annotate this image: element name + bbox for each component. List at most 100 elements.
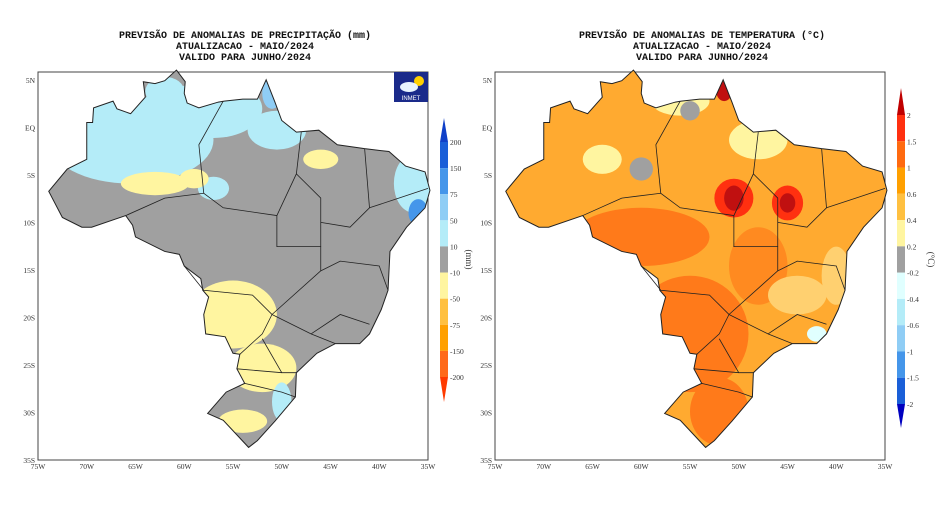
colorbar-band [440,220,448,247]
colorbar-label: -10 [450,269,460,278]
lat-tick-label: 30S [480,409,492,418]
colorbar-label: 75 [450,190,458,199]
colorbar-top-arrow [440,118,448,142]
state-border [777,260,846,291]
colorbar-label: 1 [907,164,911,173]
sun-icon [414,76,424,86]
lon-tick-label: 55W [226,462,242,471]
state-border [261,338,283,373]
state-border [198,100,224,194]
lon-tick-label: 65W [585,462,601,471]
map-title-line: VALIDO PARA JUNHO/2024 [636,52,768,64]
anomaly-area [303,149,339,169]
colorbar-label: -150 [450,347,464,356]
lat-tick-label: EQ [482,124,493,133]
country-border [505,69,888,449]
map-title-line: PREVISÃO DE ANOMALIAS DE TEMPERATURA (°C… [579,28,825,42]
lat-tick-label: 25S [480,361,492,370]
colorbar-band [897,325,905,352]
anomaly-area [779,193,796,213]
map-title-line: PREVISÃO DE ANOMALIAS DE PRECIPITAÇÃO (m… [119,28,371,42]
colorbar-band [897,193,905,221]
lat-tick-label: 5N [483,76,493,85]
lat-tick-label: 10S [23,219,35,228]
anomaly-area [821,246,851,305]
map-panel-temp: PREVISÃO DE ANOMALIAS DE TEMPERATURA (°C… [480,28,936,471]
colorbar-band [897,351,905,378]
anomaly-area [228,343,297,393]
colorbar-bottom-arrow [897,404,905,428]
colorbar-band [440,142,448,169]
colorbar-band [440,272,448,299]
colorbar-band [440,246,448,273]
anomaly-fields [48,76,430,433]
logo-text: INMET [402,96,421,102]
lon-tick-label: 75W [31,462,47,471]
lat-tick-label: 35S [23,456,35,465]
map-panel-precip: PREVISÃO DE ANOMALIAS DE PRECIPITAÇÃO (m… [23,28,474,471]
colorbar-band [440,324,448,351]
anomaly-area [179,169,209,189]
state-border [767,314,827,335]
lat-tick-label: 15S [23,266,35,275]
colorbar-band [897,220,905,247]
lon-tick-label: 50W [274,462,290,471]
anomaly-area [218,409,268,433]
cloud-icon [400,82,418,92]
colorbar-unit: (mm) [464,250,474,270]
anomaly-area [629,157,653,181]
lat-tick-label: 20S [23,314,35,323]
map-title-line: VALIDO PARA JUNHO/2024 [179,52,311,64]
lon-tick-label: 45W [780,462,796,471]
lat-tick-label: 35S [480,456,492,465]
colorbar-label: -0.6 [907,321,919,330]
state-border [183,265,273,355]
colorbar-label: -50 [450,295,460,304]
colorbar-label: 0.4 [907,216,917,225]
colorbar-label: -0.2 [907,269,919,278]
colorbar-label: -1 [907,347,913,356]
lon-tick-label: 35W [878,462,894,471]
map-title-line: ATUALIZACAO - MAIO/2024 [176,41,314,53]
colorbar-label: 50 [450,216,458,225]
colorbar-unit: (°C) [926,252,936,268]
lat-tick-label: 30S [23,409,35,418]
lon-tick-label: 45W [323,462,339,471]
lon-tick-label: 60W [634,462,650,471]
state-border [640,265,730,355]
lon-tick-label: 75W [488,462,504,471]
state-border [296,173,322,247]
colorbar-label: 2 [907,111,911,120]
colorbar-band [897,377,905,404]
lat-tick-label: EQ [25,124,36,133]
state-border [701,382,753,398]
anomaly-area [768,275,827,315]
anomaly-area [120,171,190,196]
state-border [369,188,429,209]
lat-tick-label: 10S [480,219,492,228]
state-border [244,382,296,398]
lon-tick-label: 40W [829,462,845,471]
lon-tick-label: 70W [536,462,552,471]
lat-tick-label: 15S [480,266,492,275]
state-border [310,314,370,335]
state-border [320,148,370,228]
lat-tick-label: 25S [23,361,35,370]
colorbar-band [897,298,905,326]
anomaly-area [807,326,827,342]
lon-tick-label: 40W [372,462,388,471]
colorbar-label: -1.5 [907,374,919,383]
colorbar-band [440,194,448,221]
colorbar-band [440,350,448,377]
state-border [320,260,389,291]
lon-tick-label: 70W [79,462,95,471]
colorbar-label: 0.6 [907,190,917,199]
state-border [718,338,740,373]
lon-tick-label: 55W [683,462,699,471]
lat-tick-label: 20S [480,314,492,323]
colorbar-band [440,298,448,325]
colorbar-label: -0.4 [907,295,919,304]
country-border [48,69,431,449]
colorbar-label: 200 [450,138,462,147]
